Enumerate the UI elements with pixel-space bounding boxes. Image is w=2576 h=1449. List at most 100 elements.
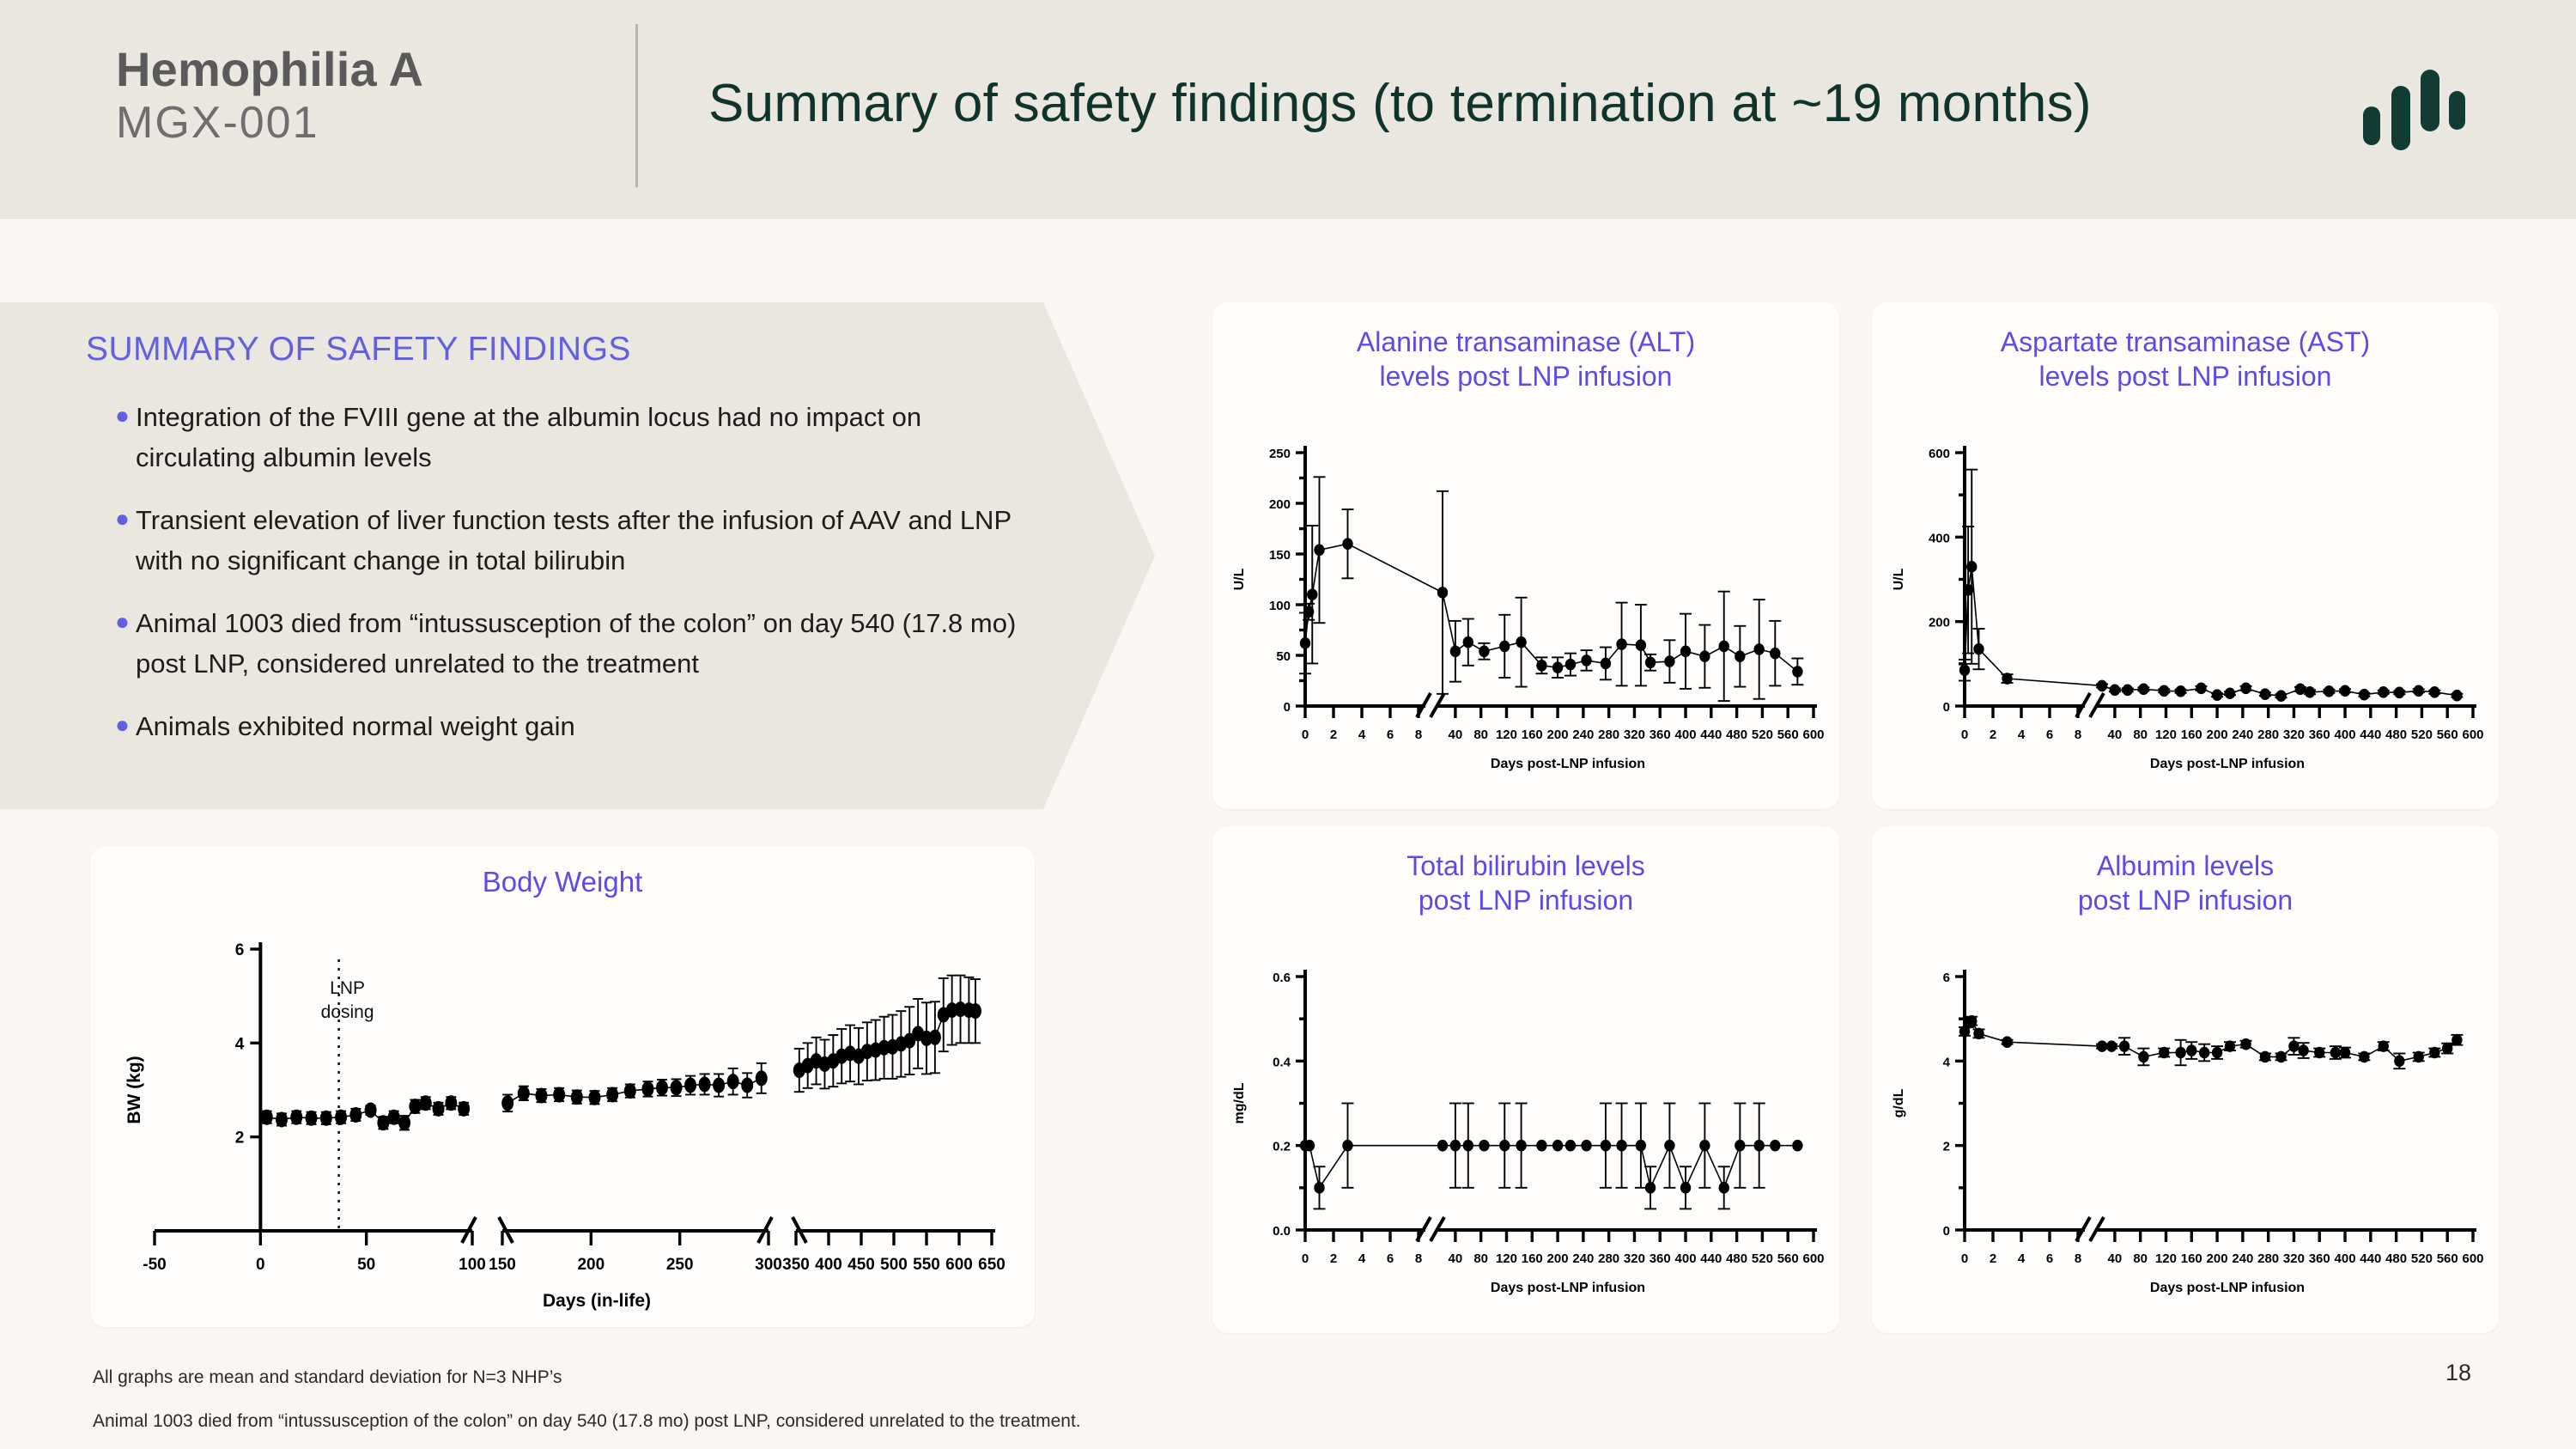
list-item-text: Animal 1003 died from “intussusception o… (136, 608, 1017, 679)
list-item: ● Animal 1003 died from “intussusception… (112, 603, 1022, 684)
svg-text:440: 440 (2360, 1251, 2381, 1266)
svg-text:520: 520 (2411, 728, 2433, 742)
bullet-icon: ● (115, 608, 130, 635)
svg-text:600: 600 (945, 1256, 973, 1274)
svg-text:120: 120 (1496, 1251, 1517, 1266)
chart-plot-alt: 0 50 100 150 200 250 U/L 0 2 4 6 8 40 80 120 160 200 240 2… (1212, 405, 1839, 809)
svg-text:40: 40 (1449, 728, 1463, 742)
svg-text:6: 6 (1943, 971, 1950, 985)
svg-text:280: 280 (2257, 728, 2279, 742)
list-item-text: Animals exhibited normal weight gain (136, 711, 575, 741)
program-name: Hemophilia A (116, 42, 424, 96)
page-number: 18 (2445, 1360, 2471, 1385)
svg-text:120: 120 (1496, 728, 1517, 742)
svg-text:150: 150 (489, 1256, 516, 1274)
svg-text:4: 4 (2018, 1251, 2026, 1266)
svg-text:200: 200 (1547, 1251, 1569, 1266)
svg-text:520: 520 (1752, 1251, 1773, 1266)
svg-text:0.2: 0.2 (1273, 1140, 1291, 1154)
svg-text:Days post-LNP infusion: Days post-LNP infusion (2150, 757, 2305, 771)
list-item: ● Transient elevation of liver function … (112, 500, 1022, 581)
list-item-text: Transient elevation of liver function te… (136, 505, 1012, 575)
svg-text:120: 120 (2155, 1251, 2177, 1266)
list-item: ● Integration of the FVIII gene at the a… (112, 397, 1022, 478)
svg-text:350: 350 (782, 1256, 810, 1274)
chart-title-line2: levels post LNP infusion (2038, 361, 2332, 392)
slide-title: Summary of safety findings (to terminati… (708, 74, 2092, 133)
svg-text:200: 200 (1269, 497, 1291, 512)
svg-text:280: 280 (1598, 728, 1619, 742)
svg-text:dosing: dosing (321, 1002, 374, 1022)
svg-text:8: 8 (1415, 1251, 1422, 1266)
svg-text:400: 400 (2335, 728, 2356, 742)
slide-header: Hemophilia A MGX-001 Summary of safety f… (0, 0, 2576, 219)
svg-text:480: 480 (1726, 728, 1747, 742)
chart-title-ast: Aspartate transaminase (AST) levels post… (1872, 302, 2499, 393)
chart-title-line1: Albumin levels (2096, 850, 2275, 881)
svg-text:40: 40 (2108, 1251, 2123, 1266)
svg-text:160: 160 (2181, 1251, 2202, 1266)
svg-text:2: 2 (1990, 1251, 1996, 1266)
svg-text:240: 240 (1572, 728, 1594, 742)
chart-plot-bodyweight: 2 4 6 BW (kg) -50 0 50 100 150 200 250 300 350 400 450… (90, 915, 1035, 1327)
chart-title-alt: Alanine transaminase (ALT) levels post L… (1212, 302, 1839, 393)
svg-text:320: 320 (1624, 728, 1645, 742)
svg-text:0: 0 (1302, 728, 1309, 742)
svg-text:0: 0 (256, 1256, 265, 1274)
svg-text:0: 0 (1943, 1224, 1950, 1239)
svg-text:360: 360 (1649, 728, 1671, 742)
svg-text:240: 240 (2232, 728, 2253, 742)
svg-text:480: 480 (1726, 1251, 1747, 1266)
svg-text:520: 520 (1752, 728, 1773, 742)
svg-text:280: 280 (1598, 1251, 1619, 1266)
svg-text:mg/dL: mg/dL (1232, 1082, 1247, 1123)
svg-text:320: 320 (2283, 1251, 2305, 1266)
svg-text:600: 600 (1929, 447, 1950, 461)
svg-text:80: 80 (1473, 728, 1488, 742)
svg-text:0.0: 0.0 (1273, 1224, 1291, 1239)
svg-text:280: 280 (2257, 1251, 2279, 1266)
svg-text:4: 4 (1943, 1055, 1951, 1069)
svg-text:360: 360 (2309, 728, 2330, 742)
chart-title-bodyweight: Body Weight (482, 866, 643, 898)
svg-text:Days post-LNP infusion: Days post-LNP infusion (2150, 1281, 2305, 1295)
svg-text:160: 160 (2181, 728, 2202, 742)
svg-text:550: 550 (913, 1256, 940, 1274)
svg-text:600: 600 (1802, 1251, 1824, 1266)
svg-text:360: 360 (1649, 1251, 1671, 1266)
list-item: ● Animals exhibited normal weight gain (112, 706, 1022, 746)
svg-text:8: 8 (2075, 728, 2081, 742)
header-divider (635, 24, 638, 187)
svg-text:0: 0 (1302, 1251, 1309, 1266)
svg-text:600: 600 (2462, 1251, 2483, 1266)
svg-text:480: 480 (2385, 1251, 2407, 1266)
svg-text:0.6: 0.6 (1273, 971, 1291, 985)
svg-text:560: 560 (2437, 1251, 2458, 1266)
svg-text:6: 6 (2046, 728, 2053, 742)
svg-text:U/L: U/L (1232, 568, 1247, 590)
svg-text:250: 250 (1269, 447, 1291, 461)
chart-title-albumin: Albumin levels post LNP infusion (1872, 826, 2499, 917)
svg-text:-50: -50 (143, 1256, 166, 1274)
chart-card-ast: Aspartate transaminase (AST) levels post… (1872, 302, 2499, 809)
svg-text:0: 0 (1943, 700, 1950, 715)
svg-text:150: 150 (1269, 548, 1291, 563)
svg-text:560: 560 (1777, 1251, 1799, 1266)
svg-text:120: 120 (2155, 728, 2177, 742)
svg-text:80: 80 (1473, 1251, 1488, 1266)
svg-text:2: 2 (1330, 728, 1337, 742)
svg-text:Days (in-life): Days (in-life) (543, 1291, 651, 1311)
chart-card-bilirubin: Total bilirubin levels post LNP infusion… (1212, 826, 1839, 1333)
chart-title-line1: Aspartate transaminase (AST) (2000, 326, 2371, 357)
svg-text:U/L: U/L (1892, 568, 1906, 590)
chart-title-line2: post LNP infusion (2077, 885, 2293, 916)
svg-text:80: 80 (2133, 1251, 2148, 1266)
bullet-icon: ● (115, 402, 130, 429)
svg-text:2: 2 (235, 1129, 245, 1148)
summary-bullet-list: ● Integration of the FVIII gene at the a… (112, 397, 1022, 769)
bullet-icon: ● (115, 505, 130, 532)
svg-text:6: 6 (2046, 1251, 2053, 1266)
svg-text:0: 0 (1284, 700, 1291, 715)
svg-text:2: 2 (1990, 728, 1996, 742)
svg-text:300: 300 (755, 1256, 782, 1274)
